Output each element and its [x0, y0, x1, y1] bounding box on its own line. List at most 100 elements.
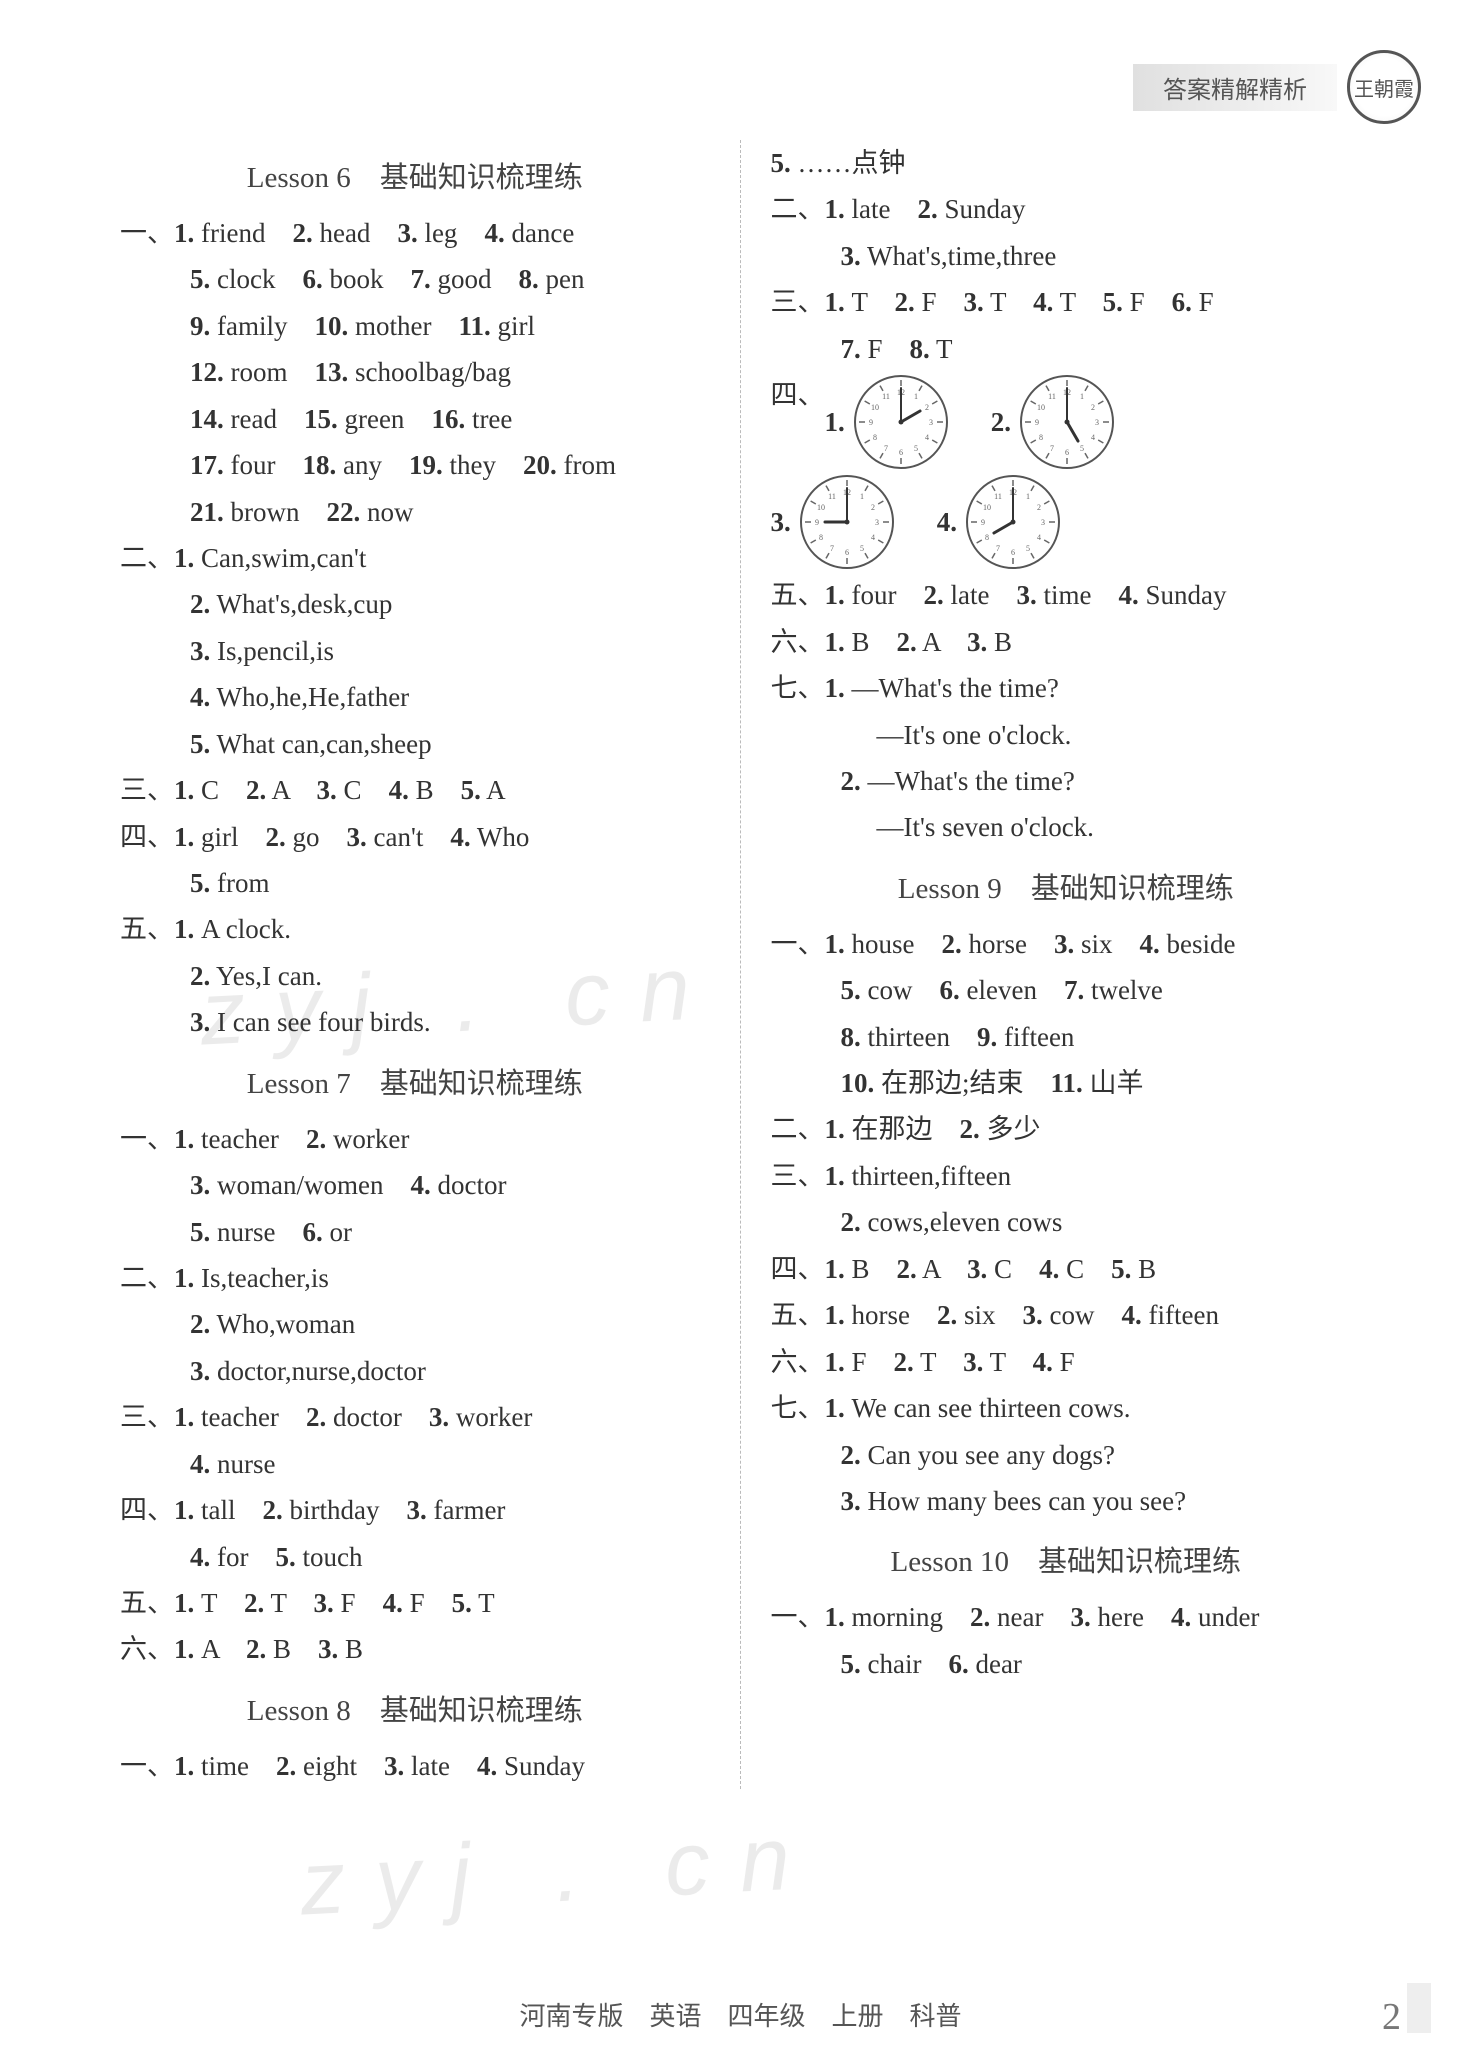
answer-line: 2. What's,desk,cup	[120, 581, 710, 627]
answer-line: 4. for 5. touch	[120, 1534, 710, 1580]
page-number: 2	[1382, 1995, 1401, 2039]
answer-line: 21. brown 22. now	[120, 489, 710, 535]
answer-line: 3. doctor,nurse,doctor	[120, 1348, 710, 1394]
svg-text:8: 8	[1039, 433, 1043, 442]
answer-line: 二、1. 在那边 2. 多少	[771, 1106, 1362, 1152]
clock-icon: 121234567891011	[1017, 372, 1117, 472]
answer-line: 四、1. girl 2. go 3. can't 4. Who	[120, 814, 710, 860]
lesson-title: Lesson 9 基础知识梳理练	[771, 865, 1362, 915]
answer-line: 二、1. Is,teacher,is	[120, 1255, 710, 1301]
answer-line: 12. room 13. schoolbag/bag	[120, 349, 710, 395]
clock-icon: 121234567891011	[851, 372, 951, 472]
answer-line: 三、1. C 2. A 3. C 4. B 5. A	[120, 767, 710, 813]
svg-text:8: 8	[873, 433, 877, 442]
answer-line: 一、1. house 2. horse 3. six 4. beside	[771, 921, 1362, 967]
svg-text:11: 11	[882, 392, 890, 401]
answer-line: 五、1. four 2. late 3. time 4. Sunday	[771, 572, 1362, 618]
svg-text:6: 6	[1011, 548, 1015, 557]
answer-line: —It's seven o'clock.	[771, 804, 1362, 850]
answer-line: 三、1. teacher 2. doctor 3. worker	[120, 1394, 710, 1440]
svg-text:9: 9	[1035, 418, 1039, 427]
answer-line: 5. cow 6. eleven 7. twelve	[771, 967, 1362, 1013]
clock-icon: 121234567891011	[963, 472, 1063, 572]
svg-text:7: 7	[830, 544, 834, 553]
answer-line: 二、1. late 2. Sunday	[771, 186, 1362, 232]
left-column: Lesson 6 基础知识梳理练一、1. friend 2. head 3. l…	[90, 140, 741, 1789]
answer-line: 一、1. time 2. eight 3. late 4. Sunday	[120, 1743, 710, 1789]
svg-text:8: 8	[985, 533, 989, 542]
svg-text:4: 4	[925, 433, 929, 442]
svg-text:10: 10	[871, 403, 879, 412]
answer-line: 7. F 8. T	[771, 326, 1362, 372]
answer-line: 9. family 10. mother 11. girl	[120, 303, 710, 349]
answer-line: 一、1. friend 2. head 3. leg 4. dance	[120, 210, 710, 256]
footer-text: 河南专版 英语 四年级 上册 科普	[0, 1996, 1481, 2033]
answer-line: 六、1. F 2. T 3. T 4. F	[771, 1339, 1362, 1385]
answer-line: 3. What's,time,three	[771, 233, 1362, 279]
svg-text:9: 9	[869, 418, 873, 427]
svg-text:1: 1	[860, 492, 864, 501]
svg-text:1: 1	[1080, 392, 1084, 401]
answer-line: 5. clock 6. book 7. good 8. pen	[120, 256, 710, 302]
header-banner: 答案精解精析	[1133, 64, 1337, 111]
answer-line: 17. four 18. any 19. they 20. from	[120, 442, 710, 488]
answer-line: —It's one o'clock.	[771, 712, 1362, 758]
answer-line: 五、1. T 2. T 3. F 4. F 5. T	[120, 1580, 710, 1626]
svg-text:7: 7	[1050, 444, 1054, 453]
answer-line: 一、1. morning 2. near 3. here 4. under	[771, 1594, 1362, 1640]
answer-line: 五、1. horse 2. six 3. cow 4. fifteen	[771, 1292, 1362, 1338]
svg-text:5: 5	[860, 544, 864, 553]
svg-text:11: 11	[828, 492, 836, 501]
svg-text:3: 3	[1041, 518, 1045, 527]
svg-text:5: 5	[1026, 544, 1030, 553]
svg-text:1: 1	[1026, 492, 1030, 501]
answer-line: 3. Is,pencil,is	[120, 628, 710, 674]
svg-text:6: 6	[845, 548, 849, 557]
answer-line: 4. nurse	[120, 1441, 710, 1487]
svg-text:6: 6	[1065, 448, 1069, 457]
svg-text:3: 3	[929, 418, 933, 427]
answer-line: 5. ……点钟	[771, 140, 1362, 186]
svg-text:11: 11	[1048, 392, 1056, 401]
lesson-title: Lesson 7 基础知识梳理练	[120, 1060, 710, 1110]
svg-text:7: 7	[884, 444, 888, 453]
page-header: 答案精解精析 王朝霞	[1133, 50, 1421, 124]
brand-logo: 王朝霞	[1347, 50, 1421, 124]
answer-line: 一、1. teacher 2. worker	[120, 1116, 710, 1162]
answer-line: 5. from	[120, 860, 710, 906]
page-decoration	[1407, 1983, 1431, 2033]
answer-line: 3. How many bees can you see?	[771, 1478, 1362, 1524]
right-column: 5. ……点钟二、1. late 2. Sunday3. What's,time…	[741, 140, 1392, 1789]
answer-line: 2. cows,eleven cows	[771, 1199, 1362, 1245]
answer-line: 七、1. We can see thirteen cows.	[771, 1385, 1362, 1431]
svg-text:10: 10	[983, 503, 991, 512]
answer-line: 七、1. —What's the time?	[771, 665, 1362, 711]
answer-line: 8. thirteen 9. fifteen	[771, 1014, 1362, 1060]
answer-line: 四、1. B 2. A 3. C 4. C 5. B	[771, 1246, 1362, 1292]
clock-icon: 121234567891011	[797, 472, 897, 572]
svg-text:2: 2	[1091, 403, 1095, 412]
svg-text:5: 5	[914, 444, 918, 453]
clock-answer-row: 3.1212345678910114.121234567891011	[771, 472, 1362, 572]
svg-text:10: 10	[1037, 403, 1045, 412]
svg-text:7: 7	[996, 544, 1000, 553]
svg-text:8: 8	[819, 533, 823, 542]
watermark: zyj . cn	[298, 1806, 823, 1936]
clock-answer-row: 四、1.1212345678910112.121234567891011	[771, 372, 1362, 472]
answer-line: 六、1. B 2. A 3. B	[771, 619, 1362, 665]
answer-line: 2. Can you see any dogs?	[771, 1432, 1362, 1478]
answer-line: 5. chair 6. dear	[771, 1641, 1362, 1687]
answer-line: 5. nurse 6. or	[120, 1209, 710, 1255]
svg-text:5: 5	[1080, 444, 1084, 453]
svg-text:4: 4	[871, 533, 875, 542]
lesson-title: Lesson 10 基础知识梳理练	[771, 1538, 1362, 1588]
svg-text:1: 1	[914, 392, 918, 401]
answer-line: 六、1. A 2. B 3. B	[120, 1626, 710, 1672]
answer-line: 三、1. T 2. F 3. T 4. T 5. F 6. F	[771, 279, 1362, 325]
answer-line: 三、1. thirteen,fifteen	[771, 1153, 1362, 1199]
svg-text:6: 6	[899, 448, 903, 457]
answer-line: 五、1. A clock.	[120, 906, 710, 952]
answer-line: 二、1. Can,swim,can't	[120, 535, 710, 581]
svg-text:10: 10	[817, 503, 825, 512]
svg-text:4: 4	[1091, 433, 1095, 442]
